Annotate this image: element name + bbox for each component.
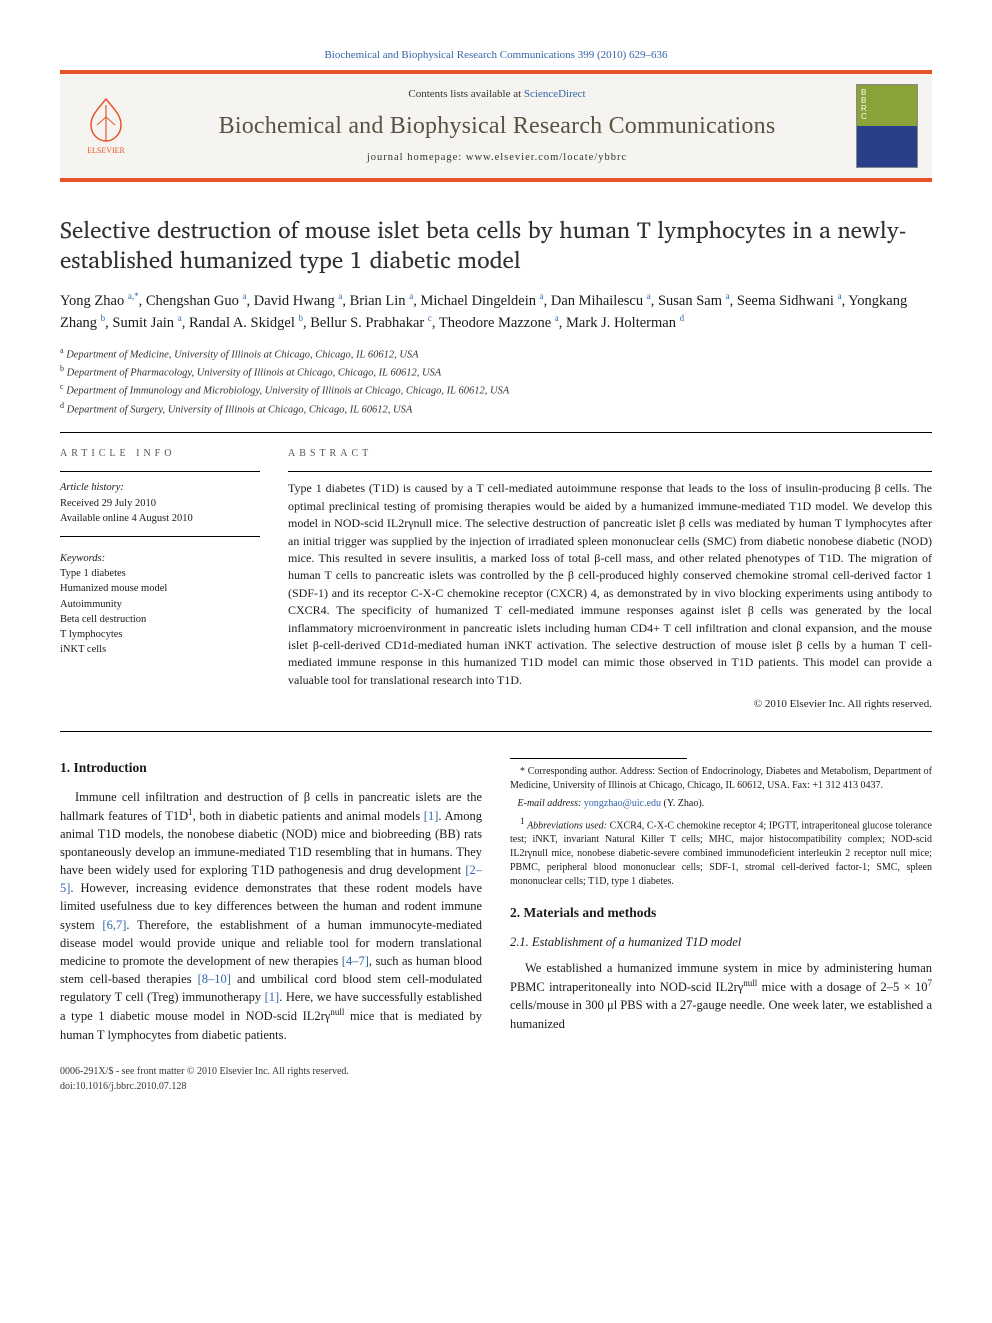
divider [60,471,260,472]
sd-prefix: Contents lists available at [408,88,523,100]
abstract-column: abstract Type 1 diabetes (T1D) is caused… [288,447,932,713]
article-info-label: article info [60,447,260,462]
corresponding-author-note: * Corresponding author. Address: Section… [510,765,932,793]
citation-link[interactable]: [6,7] [102,918,126,932]
text-run: (Y. Zhao). [661,798,704,809]
affiliation-item: b Department of Pharmacology, University… [60,363,932,381]
footnote-divider [510,758,687,759]
text-run: cells/mouse in 300 μl PBS with a 27-gaug… [510,998,932,1030]
history-label: Article history: [60,480,260,495]
sciencedirect-link[interactable]: ScienceDirect [524,88,586,100]
journal-cover-thumb [856,84,918,168]
keyword-item: Humanized mouse model [60,581,260,596]
received-date: Received 29 July 2010 [60,496,260,511]
keywords-label: Keywords: [60,551,260,566]
citation-link[interactable]: [1] [424,809,439,823]
homepage-url[interactable]: www.elsevier.com/locate/ybbrc [466,152,627,163]
journal-banner: ELSEVIER Contents lists available at Sci… [60,70,932,182]
superscript: 7 [928,978,933,988]
elsevier-tree-icon [83,95,129,145]
email-line: E-mail address: yongzhao@uic.edu (Y. Zha… [510,797,932,811]
article-title: Selective destruction of mouse islet bet… [60,216,932,276]
online-date: Available online 4 August 2010 [60,511,260,526]
keyword-item: iNKT cells [60,642,260,657]
intro-heading: 1. Introduction [60,758,482,778]
copyright-footer: 0006-291X/$ - see front matter © 2010 El… [60,1065,349,1080]
keyword-item: Autoimmunity [60,597,260,612]
elsevier-label: ELSEVIER [87,145,125,157]
intro-paragraph: Immune cell infiltration and destruction… [60,788,482,1044]
keyword-item: Type 1 diabetes [60,566,260,581]
methods-subheading: 2.1. Establishment of a humanized T1D mo… [510,933,932,951]
divider [60,731,932,732]
citation-link[interactable]: [1] [265,990,280,1004]
doi: doi:10.1016/j.bbrc.2010.07.128 [60,1080,349,1095]
abstract-label: abstract [288,447,932,462]
elsevier-logo: ELSEVIER [74,90,138,162]
affiliation-list: a Department of Medicine, University of … [60,345,932,418]
affiliation-item: d Department of Surgery, University of I… [60,400,932,418]
homepage-prefix: journal homepage: [367,152,466,163]
keyword-item: T lymphocytes [60,627,260,642]
citation-link[interactable]: [8–10] [198,972,231,986]
text-run: mice with a dosage of 2–5 × 10 [757,980,927,994]
abbr-label: Abbreviations used: [527,820,607,831]
text-run: , both in diabetic patients and animal m… [193,809,424,823]
body-two-column: 1. Introduction Immune cell infiltration… [60,758,932,1049]
journal-title: Biochemical and Biophysical Research Com… [152,109,842,144]
footnote-block: * Corresponding author. Address: Section… [510,758,932,889]
methods-paragraph: We established a humanized immune system… [510,959,932,1033]
running-head: Biochemical and Biophysical Research Com… [60,48,932,70]
email-label: E-mail address: [518,798,584,809]
methods-heading: 2. Materials and methods [510,903,932,923]
keyword-item: Beta cell destruction [60,612,260,627]
journal-homepage: journal homepage: www.elsevier.com/locat… [152,150,842,165]
affiliation-item: c Department of Immunology and Microbiol… [60,381,932,399]
superscript: null [330,1007,344,1017]
author-list: Yong Zhao a,*, Chengshan Guo a, David Hw… [60,290,932,335]
divider [288,471,932,472]
abstract-copyright: © 2010 Elsevier Inc. All rights reserved… [288,697,932,713]
citation-link[interactable]: [4–7] [342,954,369,968]
sciencedirect-line: Contents lists available at ScienceDirec… [152,87,842,103]
keywords-list: Type 1 diabetesHumanized mouse modelAuto… [60,566,260,657]
affiliation-item: a Department of Medicine, University of … [60,345,932,363]
article-info-column: article info Article history: Received 2… [60,447,260,713]
running-head-link[interactable]: Biochemical and Biophysical Research Com… [324,49,667,61]
abstract-text: Type 1 diabetes (T1D) is caused by a T c… [288,480,932,689]
superscript: null [743,978,757,988]
divider [60,536,260,537]
email-link[interactable]: yongzhao@uic.edu [584,798,661,809]
divider [60,432,932,433]
abbreviations-note: 1 Abbreviations used: CXCR4, C-X-C chemo… [510,815,932,889]
page-footer: 0006-291X/$ - see front matter © 2010 El… [60,1065,932,1094]
